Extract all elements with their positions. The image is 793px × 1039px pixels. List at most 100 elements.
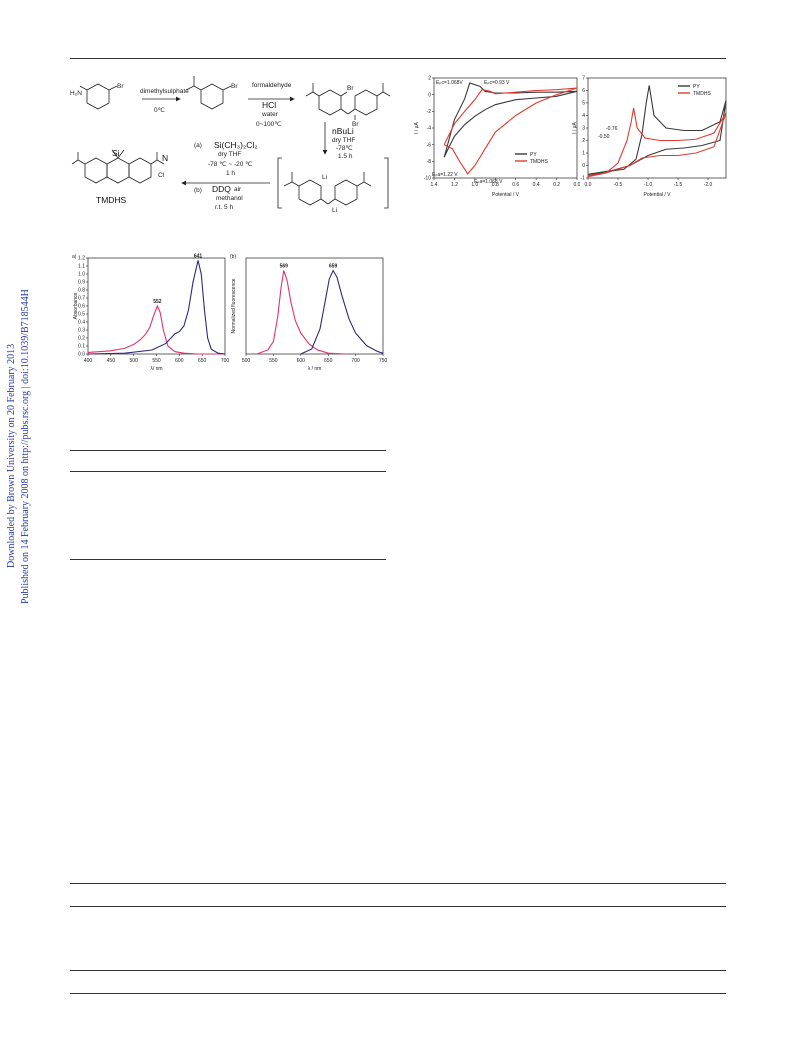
x-tick-label: 450 xyxy=(107,358,116,364)
step4-b-solvent: methanol xyxy=(216,195,243,202)
y-tick-label: 6 xyxy=(582,88,585,94)
step2-acid: HCl xyxy=(262,100,276,110)
bottom-table-top-rule xyxy=(70,883,726,884)
step2-solvent: water xyxy=(261,111,279,118)
benzene-ring-5 xyxy=(298,179,322,206)
series-line-trace-2 xyxy=(300,269,384,355)
bromo-label-4: Br xyxy=(352,121,359,128)
x-tick-label: -1.5 xyxy=(674,182,683,188)
step3-temp: -78℃ xyxy=(336,145,353,152)
peak-potential-annotation: Eₚa=1.22 V xyxy=(432,172,458,178)
x-tick-label: 0.6 xyxy=(512,182,519,188)
peak-potential-annotation: Eₚa=1.068 V xyxy=(474,179,503,185)
x-tick-label: 0.0 xyxy=(574,182,580,188)
y-tick-label: 1 xyxy=(582,151,585,157)
downloaded-by-line: Downloaded by Brown University on 20 Feb… xyxy=(6,343,17,568)
bottom-table-bottom-rule xyxy=(70,970,726,971)
x-tick-label: 0.8 xyxy=(492,182,499,188)
y-tick-label: -10 xyxy=(424,176,431,182)
y-tick-label: 0.3 xyxy=(78,328,85,334)
x-tick-label: -2.0 xyxy=(704,182,713,188)
product-ring-center xyxy=(106,157,130,184)
y-tick-label: 0 xyxy=(428,92,431,98)
x-tick-label: 0.2 xyxy=(553,182,560,188)
y-tick-label: 7 xyxy=(582,76,585,82)
step4-b-label: (b) xyxy=(194,187,202,194)
x-tick-label: 600 xyxy=(175,358,184,364)
step2-reagent: formaldehyde xyxy=(252,82,292,89)
legend-label: PY xyxy=(530,152,537,158)
peak-label: 569 xyxy=(280,264,289,270)
y-tick-label: 0.5 xyxy=(78,312,85,318)
plot-frame xyxy=(245,257,384,355)
x-axis-label: λ / nm xyxy=(308,366,322,372)
step4-b-reagent: DDQ xyxy=(212,184,231,194)
chloride-label: Cl xyxy=(158,172,165,179)
silicon-label: Si xyxy=(112,148,120,158)
product-ring-right xyxy=(128,157,152,184)
x-tick-label: 400 xyxy=(84,358,93,364)
x-tick-label: 550 xyxy=(269,358,278,364)
y-tick-label: 0.6 xyxy=(78,304,85,310)
y-tick-label: -1 xyxy=(581,176,586,182)
y-tick-label: 0.1 xyxy=(78,344,85,350)
x-axis-label: λ/ nm xyxy=(150,366,162,372)
y-axis-label: I / μA xyxy=(572,121,578,133)
bromo-label-1: Br xyxy=(117,83,124,90)
lithium-label-1: Li xyxy=(322,174,327,181)
y-tick-label: 0.4 xyxy=(78,320,85,326)
series-line-tmdhs xyxy=(587,107,727,178)
y-tick-label: 0.7 xyxy=(78,296,85,302)
step4-a-solvent: dry THF xyxy=(218,151,241,158)
series-line-py xyxy=(443,82,578,158)
published-doi-line[interactable]: Published on 14 February 2008 on http://… xyxy=(20,289,31,604)
step3-reagent: nBuLi xyxy=(332,126,354,136)
onset-potential-annotation: -0.76 xyxy=(606,126,618,132)
bromo-label-2: Br xyxy=(231,83,238,90)
step4-a-reagent: Si(CH₃)₂Cl₂ xyxy=(214,140,258,150)
footer-rule xyxy=(70,993,726,994)
iminium-n-label: N xyxy=(162,153,168,163)
panel-label-b: (b) xyxy=(230,254,236,260)
cyclic-voltammetry-reduction-chart: 0.0 -0.5 -1.0 -1.5 -2.0 -1 0 1 2 3 4 5 6 7 Potential /… xyxy=(572,76,727,198)
peak-label: 659 xyxy=(329,264,338,270)
x-tick-label: 700 xyxy=(221,358,230,364)
legend-label: PY xyxy=(693,84,700,90)
peak-potential-annotation: Eₚc=1.068V xyxy=(436,80,463,86)
peak-potential-annotation: Eₚc=0.93 V xyxy=(484,80,510,86)
x-axis-label: Potential / V xyxy=(644,192,672,198)
bottom-table-header-rule xyxy=(70,906,726,907)
y-tick-label: 0 xyxy=(582,163,585,169)
y-axis-label: Absorbance xyxy=(73,292,79,319)
y-tick-label: -4 xyxy=(427,126,432,132)
x-tick-label: 600 xyxy=(297,358,306,364)
x-tick-label: 650 xyxy=(324,358,333,364)
y-tick-label: 2 xyxy=(582,138,585,144)
x-tick-label: 500 xyxy=(242,358,251,364)
step1-reagent: dimethylsulphate xyxy=(140,88,189,95)
benzene-ring-4 xyxy=(354,89,378,116)
x-tick-label: 750 xyxy=(379,358,388,364)
y-tick-label: 1.1 xyxy=(78,264,85,270)
y-axis-label: I / μA xyxy=(414,121,420,133)
onset-potential-annotation: -0.50 xyxy=(598,134,610,140)
cyclic-voltammetry-oxidation-chart: 1.4 1.2 1.0 0.8 0.6 0.4 0.2 0.0 -10 -8 -6 -4 -2 0 2 Pot… xyxy=(414,76,580,198)
series-line-trace-2 xyxy=(87,260,226,355)
x-tick-label: 650 xyxy=(198,358,207,364)
lithium-label-2: Li xyxy=(332,207,337,212)
top-rule xyxy=(70,58,726,59)
x-tick-label: 500 xyxy=(129,358,138,364)
legend-label: TMDHS xyxy=(530,159,548,165)
step4-a-time: 1 h xyxy=(226,170,235,177)
y-tick-label: -2 xyxy=(427,109,432,115)
y-tick-label: -6 xyxy=(427,142,432,148)
step2-temp: 0~100℃ xyxy=(256,121,282,128)
x-tick-label: 0.0 xyxy=(585,182,592,188)
x-tick-label: -0.5 xyxy=(614,182,623,188)
y-tick-label: 1.2 xyxy=(78,256,85,262)
step4-a-temp: -78 ℃ ~ -20 ℃ xyxy=(208,161,253,168)
x-tick-label: 1.4 xyxy=(431,182,438,188)
download-sidebar: Downloaded by Brown University on 20 Feb… xyxy=(0,0,40,620)
benzene-ring-6 xyxy=(334,179,358,206)
legend-label: TMDHS xyxy=(693,91,711,97)
